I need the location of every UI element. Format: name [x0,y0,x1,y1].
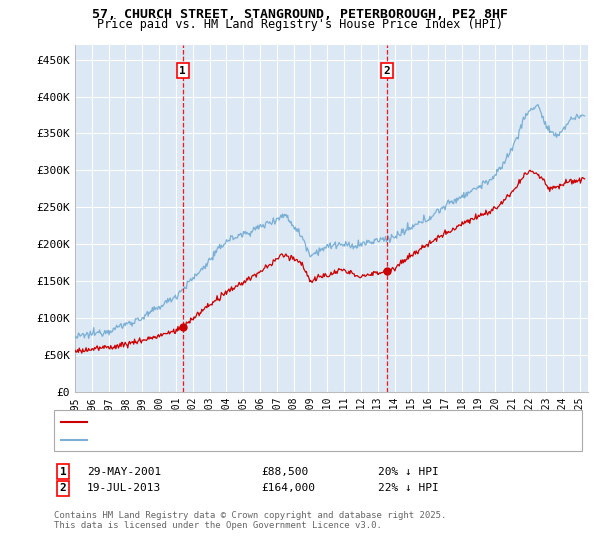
Text: 19-JUL-2013: 19-JUL-2013 [87,483,161,493]
Text: 1: 1 [179,66,186,76]
Text: 57, CHURCH STREET, STANGROUND, PETERBOROUGH, PE2 8HF: 57, CHURCH STREET, STANGROUND, PETERBORO… [92,8,508,21]
Text: 29-MAY-2001: 29-MAY-2001 [87,466,161,477]
Text: 1: 1 [59,466,67,477]
Text: Contains HM Land Registry data © Crown copyright and database right 2025.
This d: Contains HM Land Registry data © Crown c… [54,511,446,530]
Text: Price paid vs. HM Land Registry's House Price Index (HPI): Price paid vs. HM Land Registry's House … [97,18,503,31]
Text: 20% ↓ HPI: 20% ↓ HPI [378,466,439,477]
Text: 2: 2 [383,66,390,76]
Text: 57, CHURCH STREET, STANGROUND, PETERBOROUGH, PE2 8HF (detached house): 57, CHURCH STREET, STANGROUND, PETERBORO… [93,417,524,427]
Text: HPI: Average price, detached house, City of Peterborough: HPI: Average price, detached house, City… [93,435,443,445]
Text: 22% ↓ HPI: 22% ↓ HPI [378,483,439,493]
Text: 2: 2 [59,483,67,493]
Text: £88,500: £88,500 [261,466,308,477]
Text: £164,000: £164,000 [261,483,315,493]
